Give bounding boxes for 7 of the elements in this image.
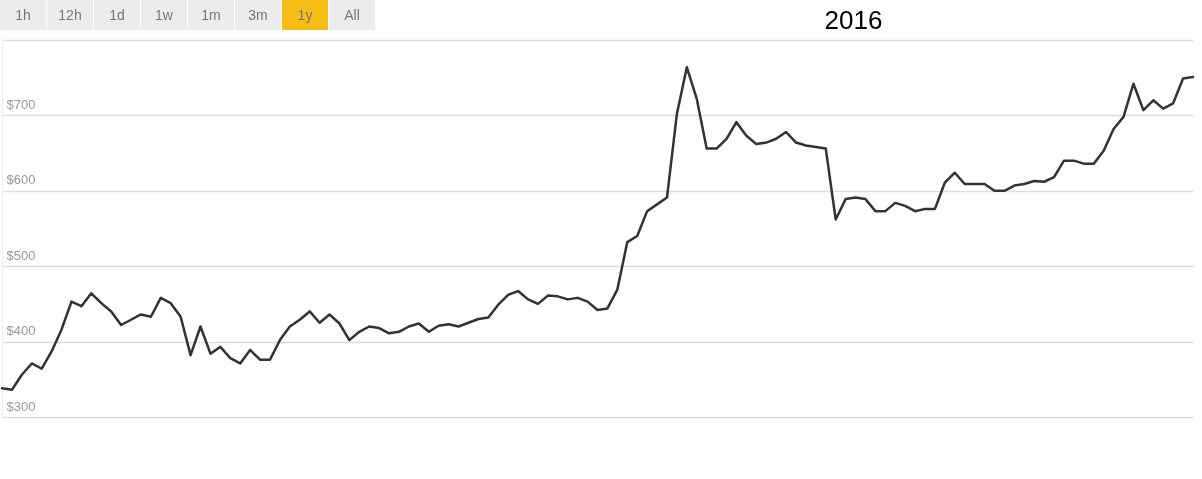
y-tick-label: $500 bbox=[6, 247, 36, 263]
y-tick-label: $400 bbox=[6, 323, 36, 339]
y-tick-label: $700 bbox=[6, 96, 36, 112]
chart-title: 2016 bbox=[824, 5, 883, 35]
y-tick-label: $300 bbox=[6, 398, 36, 414]
y-tick-label: $600 bbox=[6, 172, 36, 188]
range-selector: 1h 12h 1d 1w 1m 3m 1y All bbox=[0, 0, 376, 30]
